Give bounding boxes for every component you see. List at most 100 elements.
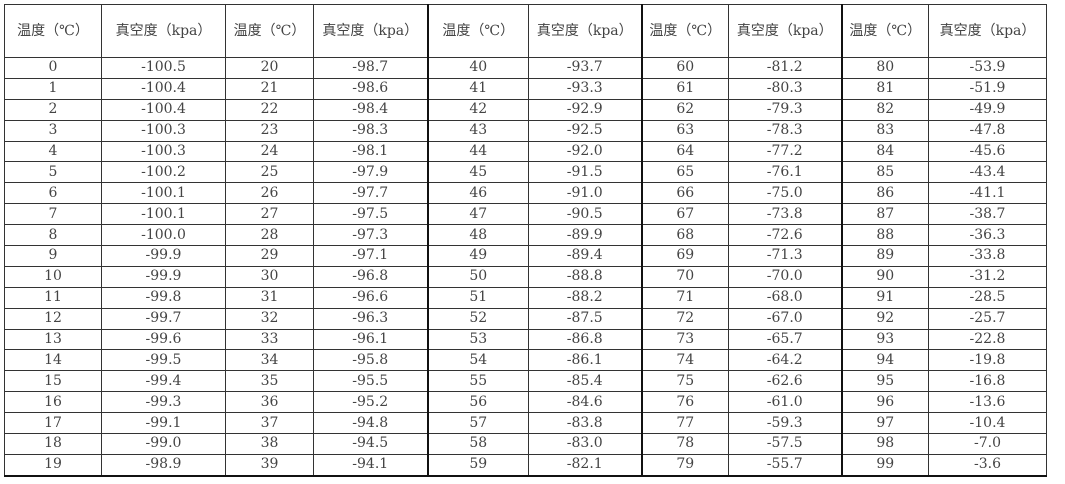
vacuum-cell: -7.0 (928, 433, 1047, 455)
temperature-cell: 56 (426, 391, 529, 414)
vacuum-cell: -71.3 (728, 245, 842, 267)
vacuum-cell: -16.8 (928, 370, 1047, 393)
temperature-cell: 58 (426, 433, 529, 455)
temperature-cell: 33 (225, 328, 314, 351)
temperature-cell: 76 (640, 391, 729, 414)
temperature-cell: 92 (840, 307, 929, 330)
vacuum-cell: -83.8 (528, 412, 642, 435)
table-row: 14 -99.5 34 -95.8 54 -86.1 74 -64.2 94 -19.8 (4, 349, 1047, 372)
temperature-cell: 7 (4, 203, 102, 226)
temperature-cell: 77 (640, 412, 729, 435)
vacuum-cell: -99.1 (101, 412, 226, 435)
vacuum-cell: -98.1 (313, 140, 428, 163)
vacuum-cell: -53.9 (928, 57, 1047, 79)
temperature-cell: 52 (426, 307, 529, 330)
table-row: 2 -100.4 22 -98.4 42 -92.9 62 -79.3 82 -49.9 (4, 98, 1047, 121)
table-row: 7 -100.1 27 -97.5 47 -90.5 67 -73.8 87 -38.7 (4, 203, 1047, 226)
temperature-cell: 4 (4, 140, 102, 163)
temperature-cell: 80 (840, 57, 929, 79)
temperature-cell: 25 (225, 161, 314, 184)
vacuum-cell: -95.8 (313, 349, 428, 372)
vacuum-cell: -99.6 (101, 328, 226, 351)
temperature-cell: 14 (4, 349, 102, 372)
temperature-cell: 30 (225, 265, 314, 288)
temperature-cell: 40 (426, 57, 529, 79)
vacuum-cell: -55.7 (728, 453, 842, 477)
vacuum-cell: -100.3 (101, 140, 226, 163)
vacuum-cell: -81.2 (728, 57, 842, 79)
table-row: 16 -99.3 36 -95.2 56 -84.6 76 -61.0 96 -13.6 (4, 391, 1047, 414)
vacuum-cell: -76.1 (728, 161, 842, 184)
vacuum-cell: -59.3 (728, 412, 842, 435)
temperature-cell: 82 (840, 98, 929, 121)
vacuum-cell: -13.6 (928, 391, 1047, 414)
temperature-cell: 55 (426, 370, 529, 393)
vacuum-cell: -93.7 (528, 57, 642, 79)
vacuum-cell: -91.5 (528, 161, 642, 184)
vacuum-cell: -47.8 (928, 119, 1047, 142)
vacuum-cell: -25.7 (928, 307, 1047, 330)
vacuum-cell: -98.4 (313, 98, 428, 121)
vacuum-cell: -100.2 (101, 161, 226, 184)
temperature-cell: 65 (640, 161, 729, 184)
table-row: 10 -99.9 30 -96.8 50 -88.8 70 -70.0 90 -31.2 (4, 265, 1047, 288)
vacuum-cell: -94.5 (313, 433, 428, 455)
table-row: 1 -100.4 21 -98.6 41 -93.3 61 -80.3 81 -51.9 (4, 77, 1047, 100)
vacuum-cell: -85.4 (528, 370, 642, 393)
header-row: 温度（℃） 真空度（kpa） 温度（℃） 真空度（kpa） 温度（℃） 真空度（kpa）温… (4, 4, 1047, 58)
vacuum-cell: -90.5 (528, 203, 642, 226)
temperature-cell: 98 (840, 433, 929, 455)
temperature-cell: 81 (840, 77, 929, 100)
temperature-cell: 93 (840, 328, 929, 351)
table-row: 15 -99.4 35 -95.5 55 -85.4 75 -62.6 95 -16.8 (4, 370, 1047, 393)
temperature-cell: 13 (4, 328, 102, 351)
vacuum-cell: -95.5 (313, 370, 428, 393)
temperature-cell: 60 (640, 57, 729, 79)
vacuum-cell: -93.3 (528, 77, 642, 100)
vacuum-cell: -41.1 (928, 182, 1047, 205)
temperature-cell: 90 (840, 265, 929, 288)
header-vacuum: 真空度（kpa） (313, 4, 428, 58)
vacuum-cell: -98.7 (313, 57, 428, 79)
vacuum-cell: -49.9 (928, 98, 1047, 121)
vacuum-cell: -82.1 (528, 453, 642, 477)
vacuum-cell: -100.0 (101, 224, 226, 247)
vacuum-cell: -64.2 (728, 349, 842, 372)
temperature-cell: 17 (4, 412, 102, 435)
temperature-cell: 16 (4, 391, 102, 414)
header-vacuum: 真空度（kpa） (528, 4, 642, 58)
temperature-cell: 63 (640, 119, 729, 142)
temperature-cell: 11 (4, 286, 102, 309)
vacuum-cell: -98.3 (313, 119, 428, 142)
vacuum-cell: -10.4 (928, 412, 1047, 435)
header-vacuum: 真空度（kpa） (101, 4, 226, 58)
vacuum-cell: -73.8 (728, 203, 842, 226)
vacuum-cell: -99.3 (101, 391, 226, 414)
temperature-cell: 32 (225, 307, 314, 330)
vacuum-cell: -89.9 (528, 224, 642, 247)
temperature-cell: 10 (4, 265, 102, 288)
vacuum-cell: -96.6 (313, 286, 428, 309)
temperature-cell: 42 (426, 98, 529, 121)
vacuum-cell: -100.5 (101, 57, 226, 79)
temperature-cell: 3 (4, 119, 102, 142)
header-vacuum: 真空度（kpa） (928, 4, 1047, 58)
vacuum-cell: -88.8 (528, 265, 642, 288)
table-row: 8 -100.0 28 -97.3 48 -89.9 68 -72.6 88 -36.3 (4, 224, 1047, 247)
vacuum-cell: -92.0 (528, 140, 642, 163)
temperature-cell: 28 (225, 224, 314, 247)
table-row: 17 -99.1 37 -94.8 57 -83.8 77 -59.3 97 -10.4 (4, 412, 1047, 435)
vacuum-cell: -97.9 (313, 161, 428, 184)
vacuum-cell: -78.3 (728, 119, 842, 142)
temperature-cell: 35 (225, 370, 314, 393)
vacuum-cell: -99.7 (101, 307, 226, 330)
header-temperature: 温度（℃） (4, 4, 102, 58)
vacuum-cell: -96.8 (313, 265, 428, 288)
table-row: 11 -99.8 31 -96.6 51 -88.2 71 -68.0 91 -28.5 (4, 286, 1047, 309)
temperature-cell: 67 (640, 203, 729, 226)
table-row: 18 -99.0 38 -94.5 58 -83.0 78 -57.5 98 -7.0 (4, 433, 1047, 455)
temperature-cell: 69 (640, 245, 729, 267)
temperature-cell: 73 (640, 328, 729, 351)
temperature-cell: 41 (426, 77, 529, 100)
temperature-cell: 36 (225, 391, 314, 414)
